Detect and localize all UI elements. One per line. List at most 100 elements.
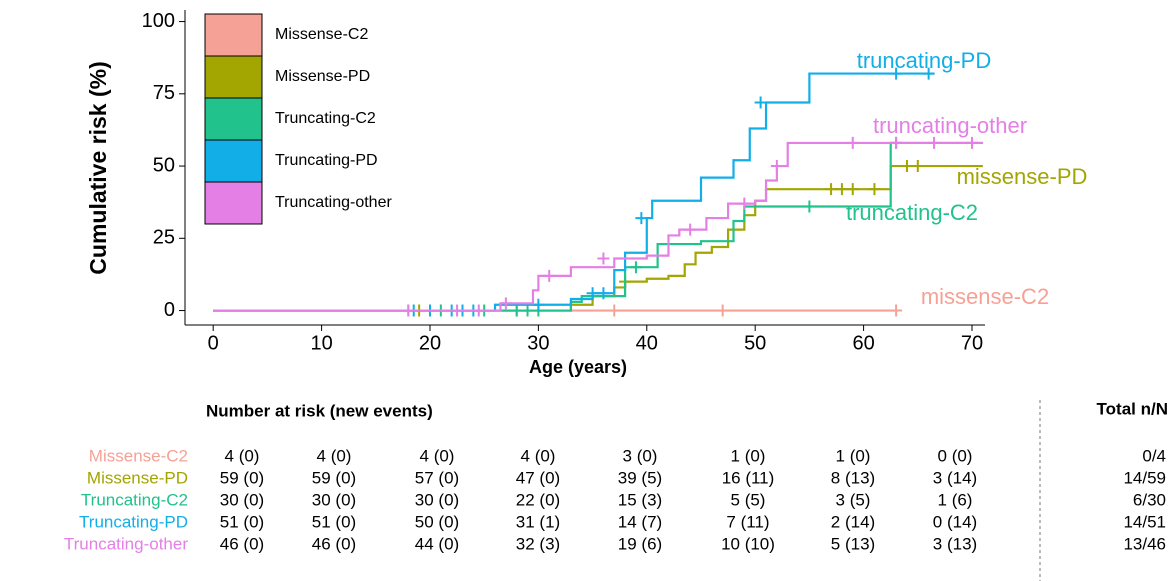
censor-mark (928, 136, 941, 149)
curve-label: truncating-C2 (846, 200, 978, 225)
risk-cell: 7 (11) (726, 512, 769, 531)
censor-mark (521, 304, 534, 317)
risk-row-label: Missense-C2 (89, 446, 188, 465)
risk-table-title: Number at risk (new events) (206, 401, 433, 420)
censor-mark (911, 160, 924, 173)
x-tick-label: 0 (208, 332, 219, 354)
censor-mark (890, 136, 903, 149)
censor-mark (402, 304, 415, 317)
censor-mark (684, 223, 697, 236)
censor-mark (532, 298, 545, 311)
censor-mark (451, 304, 464, 317)
risk-cell: 3 (5) (836, 490, 871, 509)
risk-cell: 32 (3) (516, 534, 560, 553)
legend-label: Missense-C2 (275, 26, 368, 43)
risk-total: 13/46 (1123, 534, 1166, 553)
step-line (213, 141, 983, 312)
risk-cell: 4 (0) (317, 446, 352, 465)
censor-mark (597, 287, 610, 300)
censor-mark (754, 96, 767, 109)
x-axis-title: Age (years) (529, 357, 627, 377)
censor-mark (803, 200, 816, 213)
risk-cell: 30 (0) (312, 490, 356, 509)
risk-cell: 30 (0) (220, 490, 264, 509)
legend-label: Truncating-other (275, 194, 392, 211)
risk-cell: 16 (11) (722, 468, 775, 487)
risk-cell: 44 (0) (415, 534, 459, 553)
risk-cell: 1 (0) (731, 446, 766, 465)
risk-cell: 10 (10) (721, 534, 775, 553)
risk-cell: 2 (14) (831, 512, 875, 531)
risk-cell: 4 (0) (420, 446, 455, 465)
risk-cell: 39 (5) (618, 468, 662, 487)
risk-cell: 14 (7) (618, 512, 662, 531)
risk-total: 14/51 (1123, 512, 1166, 531)
risk-cell: 5 (13) (831, 534, 875, 553)
risk-cell: 51 (0) (220, 512, 264, 531)
risk-cell: 19 (6) (618, 534, 662, 553)
censor-mark (543, 269, 556, 282)
risk-cell: 0 (0) (938, 446, 973, 465)
risk-cell: 3 (13) (933, 534, 977, 553)
risk-cell: 59 (0) (312, 468, 356, 487)
risk-cell: 47 (0) (516, 468, 560, 487)
risk-cell: 46 (0) (220, 534, 264, 553)
risk-cell: 1 (0) (836, 446, 871, 465)
x-tick-label: 50 (744, 332, 766, 354)
censor-mark (499, 297, 512, 310)
censor-mark (965, 136, 978, 149)
y-tick-label: 100 (142, 10, 175, 32)
censor-mark (922, 67, 935, 80)
legend-swatch (204, 139, 263, 183)
legend-swatch (204, 13, 263, 57)
legend-swatch (204, 181, 263, 225)
censor-mark (472, 304, 485, 317)
y-tick-label: 75 (153, 82, 175, 104)
risk-cell: 1 (6) (938, 490, 973, 509)
total-title: Total n/N (1097, 399, 1168, 418)
censor-mark (846, 136, 859, 149)
censor-mark (835, 183, 848, 196)
risk-cell: 50 (0) (415, 512, 459, 531)
risk-cell: 0 (14) (933, 512, 977, 531)
x-tick-label: 60 (852, 332, 874, 354)
x-tick-label: 10 (310, 332, 332, 354)
risk-total: 6/30 (1133, 490, 1166, 509)
y-tick-label: 0 (164, 299, 175, 321)
censor-mark (510, 304, 523, 317)
risk-cell: 4 (0) (521, 446, 556, 465)
legend-swatch (204, 55, 263, 99)
risk-cell: 22 (0) (516, 490, 560, 509)
legend-label: Missense-PD (275, 68, 370, 85)
censor-mark (846, 183, 859, 196)
risk-cell: 5 (5) (731, 490, 766, 509)
censor-mark (825, 183, 838, 196)
y-axis-title: Cumulative risk (%) (85, 61, 111, 274)
legend-label: Truncating-PD (275, 152, 378, 169)
risk-total: 14/59 (1123, 468, 1166, 487)
censor-mark (770, 160, 783, 173)
step-line (213, 141, 983, 312)
risk-cell: 31 (1) (516, 512, 560, 531)
risk-row-label: Truncating-C2 (81, 490, 188, 509)
censor-mark (597, 252, 610, 265)
censor-mark (868, 183, 881, 196)
step-line (213, 164, 983, 312)
curve-label: truncating-other (873, 113, 1027, 138)
risk-cell: 57 (0) (415, 468, 459, 487)
x-tick-label: 20 (419, 332, 441, 354)
curve-label: missense-C2 (921, 284, 1049, 309)
risk-cell: 15 (3) (618, 490, 662, 509)
censor-mark (586, 287, 599, 300)
risk-row-label: Missense-PD (87, 468, 188, 487)
step-line (213, 72, 935, 312)
censor-mark (629, 261, 642, 274)
legend-swatch (204, 97, 263, 141)
risk-cell: 3 (14) (933, 468, 977, 487)
curve-label: truncating-PD (857, 48, 992, 73)
risk-cell: 4 (0) (225, 446, 260, 465)
risk-cell: 3 (0) (623, 446, 658, 465)
censor-mark (890, 304, 903, 317)
x-tick-label: 30 (527, 332, 549, 354)
